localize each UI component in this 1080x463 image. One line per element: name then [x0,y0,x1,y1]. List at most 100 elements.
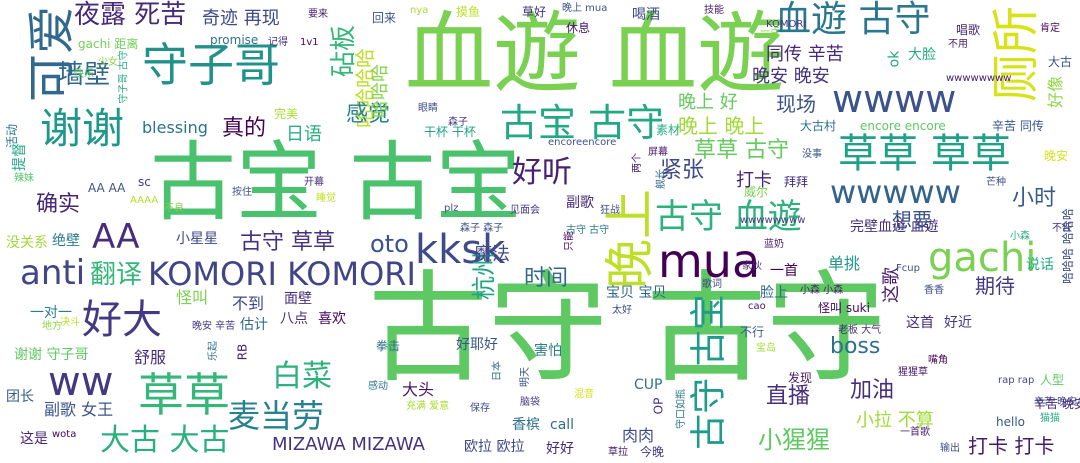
cloud-word: 完壁血遊 血遊 [850,219,939,235]
cloud-word: 团长 [6,389,34,405]
cloud-word: 舰长 [656,169,667,189]
cloud-word: 魔法 [474,244,510,265]
cloud-word: 小猩猩 [758,426,830,454]
cloud-word: 完美 [274,107,299,121]
cloud-word: 辛苦 晚安 [1034,397,1080,411]
cloud-word: RB [235,343,250,361]
cloud-word: 老板 大气 [838,325,882,336]
cloud-word: 害怕 [534,343,562,359]
cloud-word: AAAA [130,195,159,206]
cloud-word: Fcup [896,263,920,274]
cloud-word: 素材 [656,123,681,137]
cloud-word: 古守 血遊 [655,197,802,237]
cloud-word: 晚上 [601,189,659,289]
cloud-word: 哈哈哈 [370,64,391,118]
cloud-word: 大脸 [908,47,936,63]
cloud-word: oto [370,230,409,258]
cloud-word: 舒服 [134,348,167,367]
cloud-word: 翻译 [90,260,143,290]
cloud-word: 明天 [520,367,531,387]
cloud-word: wota [52,429,77,440]
cloud-word: wwwwwwww [740,215,806,226]
cloud-word: 森子 森子 [460,223,504,234]
cloud-word: 1v1 [300,37,319,48]
cloud-word: 草草 古守 [694,138,789,163]
cloud-word: 血遊 血遊 [405,2,785,105]
cloud-word: 哈哈哈 哈哈哈 [1060,208,1075,284]
cloud-word: 感动 [368,381,388,392]
cloud-word: 现场 [776,92,816,116]
cloud-word: boss [830,334,881,359]
cloud-word: 古守 草草 [240,230,335,255]
cloud-word: 好听 [512,155,572,190]
cloud-word: 保存 [470,403,490,414]
cloud-word: 辛苦 同传 [992,119,1044,133]
cloud-word: 眼睛 [418,103,438,114]
cloud-word: rap rap [998,375,1035,386]
cloud-word: 今晚 [640,445,665,459]
cloud-word: 摸鱼 [456,5,481,19]
cloud-word: 好好 [546,441,574,457]
cloud-word: 要来 [308,9,328,20]
cloud-word: 狂战 [600,205,620,216]
cloud-word: 小森 [1010,231,1030,242]
cloud-word: 不用 [948,39,968,50]
cloud-word: hello [996,415,1025,429]
cloud-word: 估计 [240,317,268,333]
cloud-word: 日语 [286,124,322,145]
cloud-word: 一点 [760,27,780,38]
cloud-word: 一对一 [30,305,72,321]
cloud-word: 森子 [448,117,468,128]
cloud-word: 休息 [566,21,591,35]
cloud-word: 想要 [892,208,932,232]
cloud-word: 猫猫 [1040,413,1060,424]
cloud-word: OP [651,397,666,415]
cloud-word: 确实 [36,192,81,217]
cloud-word: 同传 辛苦 [766,44,844,65]
cloud-word: 混音 [574,389,594,400]
cloud-word: plz [444,203,459,214]
cloud-word: 提督 [12,143,28,171]
cloud-word: 见面会 [510,205,540,216]
cloud-word: 直播 [766,384,811,409]
cloud-word: 大古 [1048,55,1073,69]
cloud-word: 好像 [1046,75,1066,109]
cloud-word: 快乐 [74,69,94,80]
cloud-word: 麦当劳 [228,397,325,435]
cloud-word: ok [886,50,903,68]
cloud-word: 辣妹 [14,173,34,184]
cloud-word: ww [48,359,114,405]
cloud-word: 不到 [232,294,265,313]
cloud-word: 白菜 [272,359,332,394]
cloud-word: 乐起 [208,341,219,361]
cloud-word: 草草 草草 [838,131,1011,177]
cloud-word: 家伙 [742,261,762,272]
cloud-word: gachi [928,235,1037,281]
cloud-word: 回来 [372,11,397,25]
cloud-word: 八点 [280,311,308,327]
cloud-word: 欧拉 欧拉 [464,439,525,455]
cloud-word: 充满 爱意 [406,401,450,412]
cloud-word: 副歌 [566,195,594,211]
cloud-word: 大古 大古 [100,423,230,458]
cloud-word: MIZAWA MIZAWA [272,434,425,455]
cloud-word: 守子哥 古守 [118,50,130,104]
cloud-word: CUP [634,377,663,393]
cloud-word: mua [658,234,761,288]
cloud-word: 小森 小森 [800,285,844,296]
cloud-word: 草好 [522,5,547,19]
cloud-word: 脑袋 [520,397,540,408]
cloud-word: 脸上 [760,285,788,301]
cloud-word: blessing [142,118,208,137]
cloud-word: 夜露 死苦 [74,0,187,30]
cloud-word: 晚上 好 [678,92,738,113]
cloud-word: AA AA [88,181,126,195]
cloud-word: 古守 古宝 [688,294,730,450]
cloud-word: 输出 [940,443,960,454]
cloud-word: 副歌 女王 [44,400,114,419]
cloud-word: 唱歌 [956,23,981,37]
cloud-word: 草草 [138,368,230,422]
cloud-word: 喜欢 [318,311,346,327]
cloud-word: 不行 [740,325,765,339]
cloud-word: 绝壁 [52,233,80,249]
